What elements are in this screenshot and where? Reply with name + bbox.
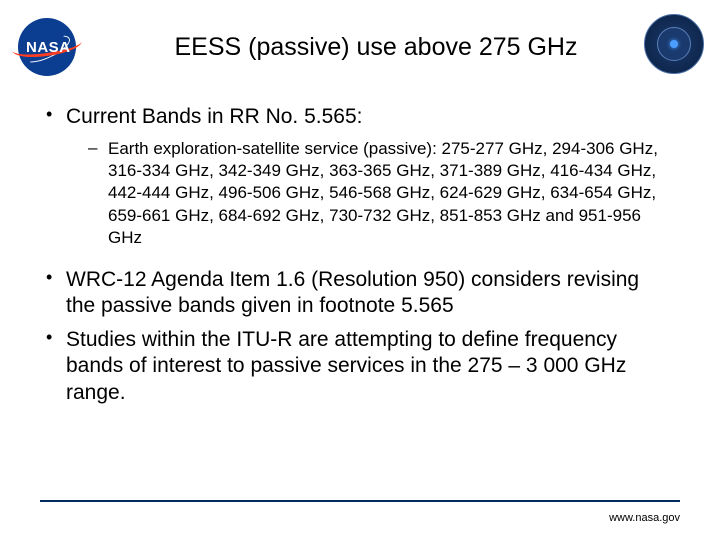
header: NASA EESS (passive) use above 275 GHz — [0, 0, 720, 86]
bullet-2-text: WRC-12 Agenda Item 1.6 (Resolution 950) … — [66, 267, 674, 320]
bullet-dash-icon: – — [88, 138, 108, 248]
bullet-3-text: Studies within the ITU-R are attempting … — [66, 327, 674, 406]
space-comm-center-dot — [670, 40, 678, 48]
bullet-3: • Studies within the ITU-R are attemptin… — [46, 327, 674, 406]
bullet-1: • Current Bands in RR No. 5.565: — [46, 104, 674, 130]
bullet-2: • WRC-12 Agenda Item 1.6 (Resolution 950… — [46, 267, 674, 320]
footer-url: www.nasa.gov — [609, 512, 680, 524]
bullet-dot-icon: • — [46, 267, 66, 320]
bullet-dot-icon: • — [46, 104, 66, 130]
slide: NASA EESS (passive) use above 275 GHz • … — [0, 0, 720, 540]
bullet-1-sub-text: Earth exploration-satellite service (pas… — [108, 138, 674, 248]
nasa-logo: NASA — [12, 18, 82, 76]
footer-divider — [40, 500, 680, 502]
bullet-1-text: Current Bands in RR No. 5.565: — [66, 104, 362, 130]
bullet-dot-icon: • — [46, 327, 66, 406]
content-area: • Current Bands in RR No. 5.565: – Earth… — [0, 86, 720, 406]
nasa-logo-text: NASA — [26, 39, 71, 56]
slide-title: EESS (passive) use above 275 GHz — [82, 33, 700, 62]
space-comm-logo — [644, 14, 704, 74]
bullet-1-sub: – Earth exploration-satellite service (p… — [88, 138, 674, 248]
